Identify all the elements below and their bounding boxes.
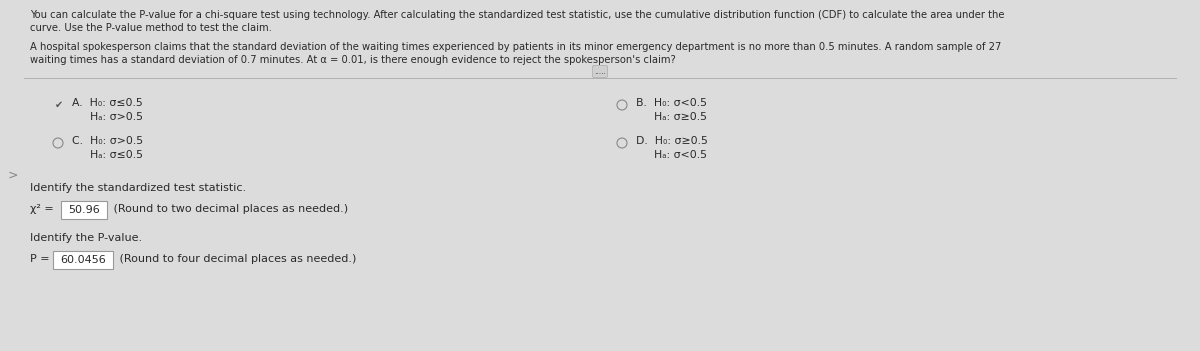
Text: D.  H₀: σ≥0.5: D. H₀: σ≥0.5 xyxy=(636,136,708,146)
Text: P =: P = xyxy=(30,254,53,264)
Text: >: > xyxy=(8,168,18,181)
Text: (Round to four decimal places as needed.): (Round to four decimal places as needed.… xyxy=(116,254,356,264)
Text: B.  H₀: σ<0.5: B. H₀: σ<0.5 xyxy=(636,98,707,108)
Text: Hₐ: σ<0.5: Hₐ: σ<0.5 xyxy=(654,150,707,160)
Text: Hₐ: σ≥0.5: Hₐ: σ≥0.5 xyxy=(654,112,707,122)
Text: 50.96: 50.96 xyxy=(68,205,100,215)
FancyBboxPatch shape xyxy=(61,201,107,219)
Text: A.  H₀: σ≤0.5: A. H₀: σ≤0.5 xyxy=(72,98,143,108)
Text: C.  H₀: σ>0.5: C. H₀: σ>0.5 xyxy=(72,136,143,146)
Text: waiting times has a standard deviation of 0.7 minutes. At α = 0.01, is there eno: waiting times has a standard deviation o… xyxy=(30,55,676,65)
Text: Hₐ: σ≤0.5: Hₐ: σ≤0.5 xyxy=(90,150,143,160)
Text: 60.0456: 60.0456 xyxy=(60,255,106,265)
Text: χ² =: χ² = xyxy=(30,204,58,214)
Text: curve. Use the P-value method to test the claim.: curve. Use the P-value method to test th… xyxy=(30,23,272,33)
Text: .....: ..... xyxy=(594,67,606,76)
Text: Hₐ: σ>0.5: Hₐ: σ>0.5 xyxy=(90,112,143,122)
Text: A hospital spokesperson claims that the standard deviation of the waiting times : A hospital spokesperson claims that the … xyxy=(30,42,1001,52)
Text: (Round to two decimal places as needed.): (Round to two decimal places as needed.) xyxy=(110,204,348,214)
Text: You can calculate the P-value for a chi-square test using technology. After calc: You can calculate the P-value for a chi-… xyxy=(30,10,1004,20)
Text: Identify the P-value.: Identify the P-value. xyxy=(30,233,142,243)
Text: ✔: ✔ xyxy=(55,100,64,110)
FancyBboxPatch shape xyxy=(53,251,113,269)
Text: Identify the standardized test statistic.: Identify the standardized test statistic… xyxy=(30,183,246,193)
